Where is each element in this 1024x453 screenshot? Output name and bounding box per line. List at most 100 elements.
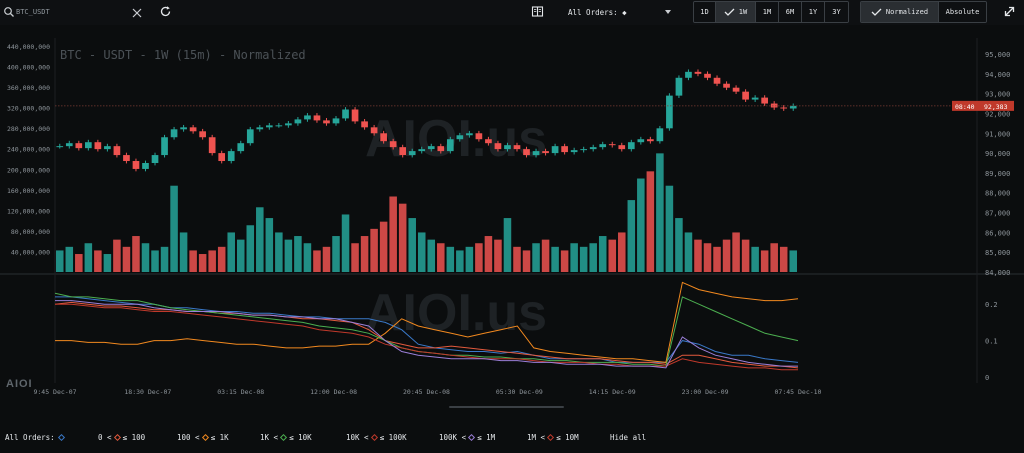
price-tick-label: 87,000 — [985, 210, 1010, 218]
legend-item[interactable]: 0 < ≤ 100 — [98, 433, 145, 442]
candle-body — [656, 128, 664, 142]
candle-body — [485, 139, 492, 144]
chart-title: BTC - USDT - 1W (15m) - Normalized — [60, 48, 306, 62]
mode-button-normalized[interactable]: Normalized — [861, 2, 939, 22]
legend-label: ≤ 100 — [122, 433, 146, 442]
volume-bar — [665, 185, 674, 272]
legend-item[interactable]: All Orders: — [5, 433, 65, 442]
volume-bar — [179, 232, 188, 272]
candle-body — [494, 143, 502, 150]
volume-bar — [389, 196, 397, 272]
close-icon[interactable] — [131, 7, 143, 19]
candle-body — [94, 142, 102, 150]
check-icon — [871, 8, 882, 16]
candle-body — [246, 129, 254, 144]
diamond-icon — [468, 433, 476, 442]
legend-item[interactable]: 1K < ≤ 10K — [260, 433, 312, 442]
candle-body — [227, 151, 235, 162]
mode-label: Absolute — [945, 8, 980, 16]
candle-body — [180, 127, 187, 130]
diamond-icon — [370, 433, 378, 442]
volume-bar — [646, 171, 655, 272]
volume-bar — [75, 254, 83, 272]
range-button-1d[interactable]: 1D — [694, 2, 716, 22]
volume-tick-label: 400,000,000 — [7, 64, 50, 72]
volume-bar — [370, 228, 378, 272]
candle-body — [532, 151, 540, 156]
chart-area[interactable]: AIOI.us AIOI.us 95,000 94,000 93,000 92,000 91… — [0, 38, 1024, 408]
volume-bar — [236, 239, 245, 272]
price-tick-label: 86,000 — [985, 229, 1010, 237]
price-tick-label: 88,000 — [985, 190, 1010, 198]
candle-body — [418, 149, 426, 152]
volume-tick-label: 280,000,000 — [7, 125, 50, 133]
candle-body — [589, 147, 597, 150]
volume-bar — [513, 246, 521, 272]
logo: AIOI — [6, 378, 33, 390]
volume-bar — [656, 153, 664, 272]
x-tick-label: 14:15 Dec-09 — [589, 388, 636, 396]
diamond-icon — [201, 433, 209, 442]
candle-body — [742, 91, 749, 100]
candle-body — [370, 127, 378, 134]
legend-item[interactable]: 100 < ≤ 1K — [177, 433, 229, 442]
search-input[interactable] — [16, 4, 128, 20]
current-price-time: 08:40 — [955, 103, 975, 111]
volume-bar — [160, 246, 169, 272]
volume-bar — [532, 243, 540, 272]
legend-item[interactable]: 10K < ≤ 100K — [346, 433, 407, 442]
candle-body — [75, 143, 83, 149]
candle-body — [685, 71, 692, 78]
price-tick-label: 84,000 — [985, 269, 1010, 277]
volume-bar — [494, 239, 502, 272]
candle-body — [732, 87, 740, 92]
range-button-3y[interactable]: 3Y — [825, 2, 848, 22]
expand-icon[interactable] — [1003, 5, 1016, 18]
volume-bar — [522, 250, 531, 272]
chart-scrollbar[interactable] — [449, 406, 564, 408]
volume-bar — [589, 243, 597, 272]
candle-body — [713, 77, 721, 84]
candle-body — [780, 107, 788, 109]
price-tick-label: 89,000 — [985, 170, 1010, 178]
volume-bar — [170, 185, 178, 272]
legend-item[interactable]: 100K < ≤ 1M — [439, 433, 495, 442]
legend-item[interactable]: 1M < ≤ 10M — [527, 433, 579, 442]
volume-bar — [217, 246, 226, 272]
orders-dropdown[interactable]: All Orders: ◆ — [560, 3, 678, 21]
volume-tick-label: 40,000,000 — [11, 248, 50, 256]
candle-body — [399, 147, 407, 156]
volume-bar — [751, 246, 759, 272]
volume-tick-label: 200,000,000 — [7, 166, 50, 174]
range-label: 1Y — [808, 8, 818, 16]
range-button-6m[interactable]: 6M — [779, 2, 802, 22]
volume-bar — [760, 250, 769, 272]
candle-body — [647, 139, 654, 142]
price-volume-orders-chart[interactable]: AIOI.us AIOI.us 95,000 94,000 93,000 92,000 91… — [0, 38, 1024, 403]
legend-label: 10K < — [346, 433, 369, 442]
candle-body — [208, 137, 216, 154]
volume-bar — [294, 236, 302, 272]
volume-bar — [570, 243, 578, 272]
book-icon[interactable] — [531, 5, 544, 18]
mode-button-absolute[interactable]: Absolute — [939, 2, 986, 22]
candle-body — [456, 135, 464, 140]
x-tick-label: 12:00 Dec-08 — [310, 388, 357, 396]
volume-bar — [417, 232, 426, 272]
range-button-1w[interactable]: 1W — [716, 2, 756, 22]
volume-bar — [351, 243, 359, 272]
volume-bar — [151, 250, 159, 272]
hide-all-button[interactable]: Hide all — [610, 433, 647, 442]
range-button-1y[interactable]: 1Y — [802, 2, 825, 22]
volume-bar — [684, 232, 693, 272]
diamond-icon — [113, 433, 121, 442]
top-toolbar: All Orders: ◆ 1D 1W 1M 6M 1Y 3Y Normaliz… — [0, 0, 1024, 25]
diamond-icon — [280, 433, 288, 442]
range-button-1m[interactable]: 1M — [756, 2, 779, 22]
candle-body — [408, 151, 416, 156]
check-icon — [724, 8, 735, 16]
volume-bar — [475, 243, 483, 272]
refresh-icon[interactable] — [159, 5, 172, 18]
candle-body — [751, 97, 759, 100]
candle-body — [475, 133, 483, 140]
